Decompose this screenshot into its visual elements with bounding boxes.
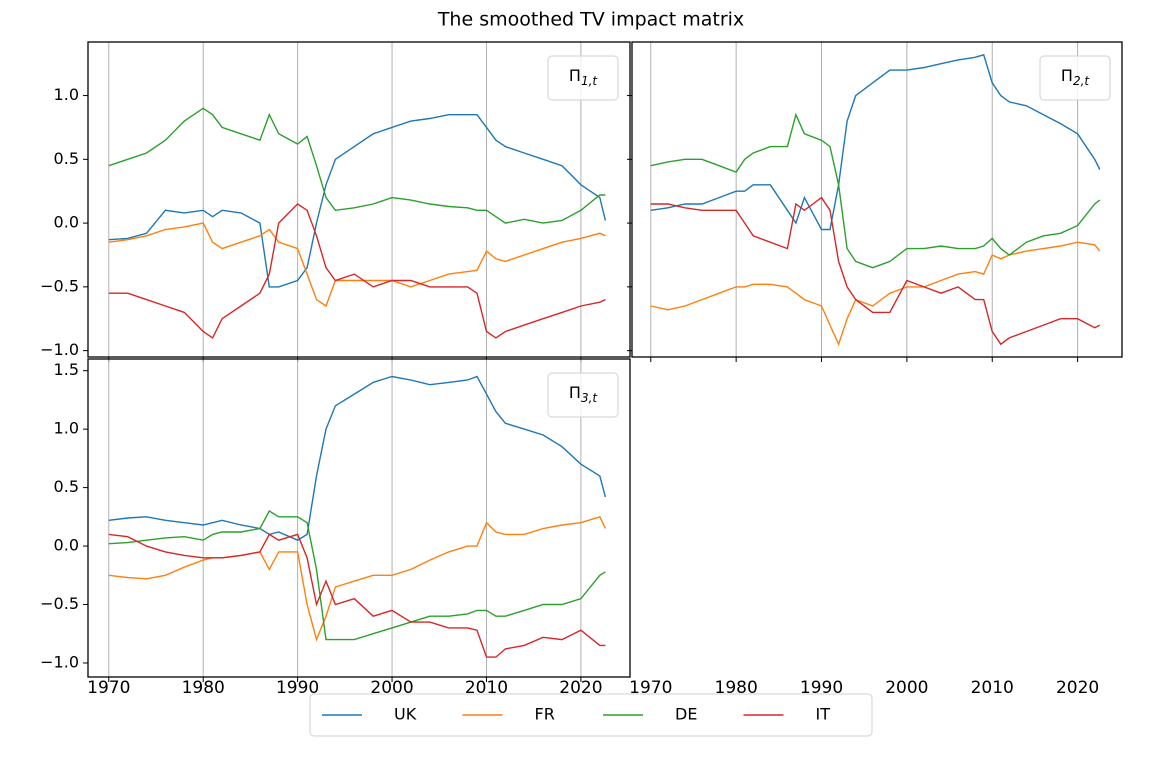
panel-label-main: Π — [569, 383, 581, 402]
series-line — [108, 222, 606, 308]
series-line — [108, 107, 606, 224]
series-line — [108, 203, 606, 339]
axes-frame — [87, 358, 631, 678]
y-tick-label: 0.0 — [54, 536, 79, 555]
y-tick-label: 1.0 — [54, 85, 79, 104]
series-line — [108, 515, 607, 642]
series-line — [108, 114, 607, 288]
series-line — [108, 510, 606, 641]
y-tick-label: −0.5 — [40, 276, 79, 295]
x-tick-label: 1990 — [276, 678, 319, 698]
series-line — [650, 241, 1101, 347]
panel-label-main: Π — [1061, 66, 1073, 85]
series-line — [108, 375, 607, 541]
legend-label: FR — [535, 705, 555, 724]
panel-label: Π3,t — [569, 383, 598, 405]
y-tick-label: 0.0 — [54, 213, 79, 232]
y-tick-label: −1.0 — [40, 340, 79, 359]
panel-label-sub: 2,t — [1073, 74, 1090, 88]
panel-label-sub: 3,t — [581, 391, 598, 405]
x-tick-label: 2000 — [885, 678, 928, 698]
x-tick-label: 1980 — [182, 678, 225, 698]
axes-frame — [631, 41, 1123, 358]
y-tick-label: 1.5 — [54, 360, 79, 379]
x-tick-label: 2020 — [559, 678, 602, 698]
y-tick-label: 0.5 — [54, 477, 79, 496]
x-tick-label: 1990 — [800, 678, 843, 698]
x-tick-label: 2020 — [1056, 678, 1099, 698]
x-tick-label: 2010 — [465, 678, 508, 698]
legend-label: UK — [394, 705, 417, 724]
panel-label-main: Π — [569, 66, 581, 85]
y-tick-label: −0.5 — [40, 594, 79, 613]
panel-label-sub: 1,t — [581, 74, 598, 88]
legend-box — [309, 693, 873, 737]
y-tick-label: 1.0 — [54, 419, 79, 438]
axes-frame — [87, 41, 631, 358]
y-tick-label: 0.5 — [54, 149, 79, 168]
series-line — [650, 196, 1101, 346]
x-tick-label: 1970 — [87, 678, 130, 698]
legend-label: IT — [816, 705, 831, 724]
y-tick-label: −1.0 — [40, 652, 79, 671]
figure-title: The smoothed TV impact matrix — [437, 9, 744, 31]
legend-label: DE — [675, 705, 697, 724]
series-line — [650, 112, 1101, 269]
x-tick-label: 1980 — [715, 678, 758, 698]
panel-label: Π1,t — [569, 66, 598, 88]
panel-label-box — [1039, 55, 1111, 101]
panel-label-box — [547, 55, 619, 101]
x-tick-label: 2010 — [971, 678, 1014, 698]
panel-label: Π2,t — [1061, 66, 1090, 88]
x-tick-label: 1970 — [629, 678, 672, 698]
series-line — [108, 533, 606, 658]
series-line — [650, 53, 1101, 231]
panel-label-box — [547, 372, 619, 418]
x-tick-label: 2000 — [370, 678, 413, 698]
